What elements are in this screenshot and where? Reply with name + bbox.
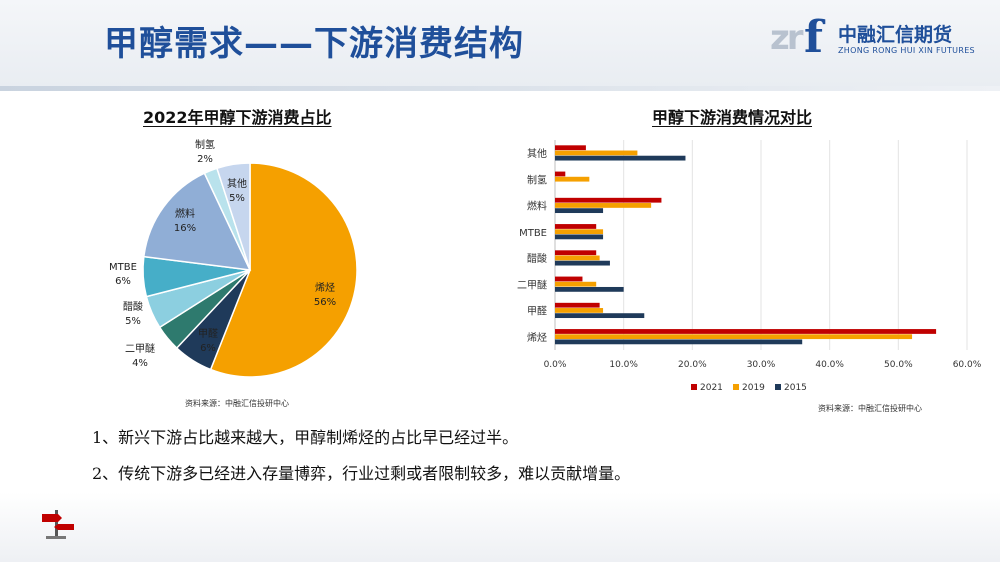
- bar-2015-2: [555, 208, 604, 214]
- pie-label-0: 烯烃: [315, 281, 335, 294]
- pie-label-7: 其他: [227, 177, 247, 190]
- pie-chart: 烯烃 56% 甲醛 6% 二甲醚 4% 醋酸 5% MTBE 6% 燃料 16% 制氢 2% 其他 5%: [109, 138, 358, 378]
- bar-2021-3: [555, 224, 597, 229]
- pie-chart-title: 2022年甲醇下游消费占比: [143, 108, 332, 127]
- bullet-point-1: 1、新兴下游占比越来越大，甲醇制烯烃的占比早已经过半。: [92, 428, 519, 447]
- company-logo: zr f 中融汇信期货 ZHONG RONG HUI XIN FUTURES: [770, 12, 990, 64]
- y-category-label-1: 制氢: [527, 173, 547, 186]
- pie-source-note: 资料来源：中融汇信投研中心: [185, 399, 289, 408]
- bar-2021-0: [555, 145, 586, 151]
- legend-label-2021: 2021: [700, 383, 723, 393]
- x-tick-label-1: 10.0%: [609, 360, 638, 370]
- header-bar: [0, 0, 1000, 86]
- bar-2021-2: [555, 197, 662, 203]
- pie-label-3: 醋酸: [123, 300, 143, 313]
- pie-label-5: 燃料: [175, 207, 195, 220]
- y-category-label-5: 二甲醚: [517, 278, 547, 291]
- bar-2015-7: [555, 339, 803, 345]
- bar-2019-1: [555, 176, 590, 182]
- bar-2015-5: [555, 286, 624, 292]
- legend-swatch-2015: [775, 384, 781, 390]
- bar-2021-1: [555, 171, 566, 177]
- y-category-label-3: MTBE: [519, 228, 547, 239]
- y-category-label-7: 烯烃: [527, 331, 547, 344]
- pie-percent-3: 5%: [125, 316, 141, 327]
- logo-english-name: ZHONG RONG HUI XIN FUTURES: [838, 46, 975, 55]
- pie-slice-5: [143, 172, 252, 271]
- page-title: 甲醇需求——下游消费结构: [104, 24, 524, 64]
- bar-2021-5: [555, 276, 583, 282]
- pie-label-2: 二甲醚: [125, 342, 155, 355]
- footer-decoration: [0, 492, 1000, 562]
- y-category-label-6: 甲醛: [527, 305, 547, 318]
- bar-2019-0: [555, 150, 638, 156]
- legend-swatch-2019: [733, 384, 739, 390]
- pie-percent-0: 56%: [314, 297, 336, 308]
- bar-2019-5: [555, 281, 597, 287]
- y-category-label-4: 醋酸: [527, 252, 547, 265]
- x-tick-label-6: 60.0%: [953, 360, 982, 370]
- bar-2015-3: [555, 234, 604, 240]
- header-divider: [0, 86, 1000, 91]
- x-tick-label-3: 30.0%: [747, 360, 776, 370]
- x-tick-label-5: 50.0%: [884, 360, 913, 370]
- bar-2021-6: [555, 302, 600, 308]
- bar-2015-4: [555, 260, 610, 266]
- logo-mark-icon: zr: [770, 18, 804, 58]
- pie-label-1: 甲醛: [198, 327, 218, 340]
- pie-percent-6: 2%: [197, 154, 213, 165]
- bar-2019-3: [555, 229, 604, 235]
- bar-2015-0: [555, 155, 686, 161]
- pie-percent-4: 6%: [115, 276, 131, 287]
- bar-source-note: 资料来源：中融汇信投研中心: [818, 404, 922, 413]
- signpost-icon: [42, 510, 74, 539]
- x-tick-label-4: 40.0%: [815, 360, 844, 370]
- legend-label-2019: 2019: [742, 383, 765, 393]
- x-tick-label-2: 20.0%: [678, 360, 707, 370]
- bar-2021-4: [555, 250, 597, 256]
- pie-slice-7: [215, 162, 251, 271]
- bar-2019-2: [555, 203, 652, 208]
- logo-letter-icon: f: [804, 12, 823, 63]
- bullet-point-2: 2、传统下游多已经进入存量博弈，行业过剩或者限制较多，难以贡献增量。: [92, 464, 631, 483]
- x-tick-label-0: 0.0%: [544, 360, 567, 370]
- y-category-label-0: 其他: [527, 147, 547, 160]
- bar-2019-4: [555, 255, 600, 261]
- pie-label-4: MTBE: [109, 262, 137, 273]
- logo-chinese-name: 中融汇信期货: [838, 24, 953, 46]
- legend-label-2015: 2015: [784, 383, 807, 393]
- pie-slice-0: [209, 162, 358, 378]
- bar-2019-7: [555, 334, 913, 340]
- pie-label-6: 制氢: [195, 138, 215, 151]
- pie-percent-2: 4%: [132, 358, 148, 369]
- y-category-label-2: 燃料: [527, 200, 547, 213]
- legend-swatch-2021: [691, 384, 697, 390]
- bar-chart: 0.0% 10.0% 20.0% 30.0% 40.0% 50.0% 60.0% 其他制氢燃料…: [517, 140, 982, 393]
- bar-chart-title: 甲醇下游消费情况对比: [652, 108, 813, 127]
- bar-2019-6: [555, 308, 604, 313]
- pie-percent-1: 6%: [200, 343, 216, 354]
- bar-2015-6: [555, 313, 645, 319]
- pie-percent-7: 5%: [229, 193, 245, 204]
- pie-percent-5: 16%: [174, 223, 196, 234]
- bar-2021-7: [555, 329, 937, 334]
